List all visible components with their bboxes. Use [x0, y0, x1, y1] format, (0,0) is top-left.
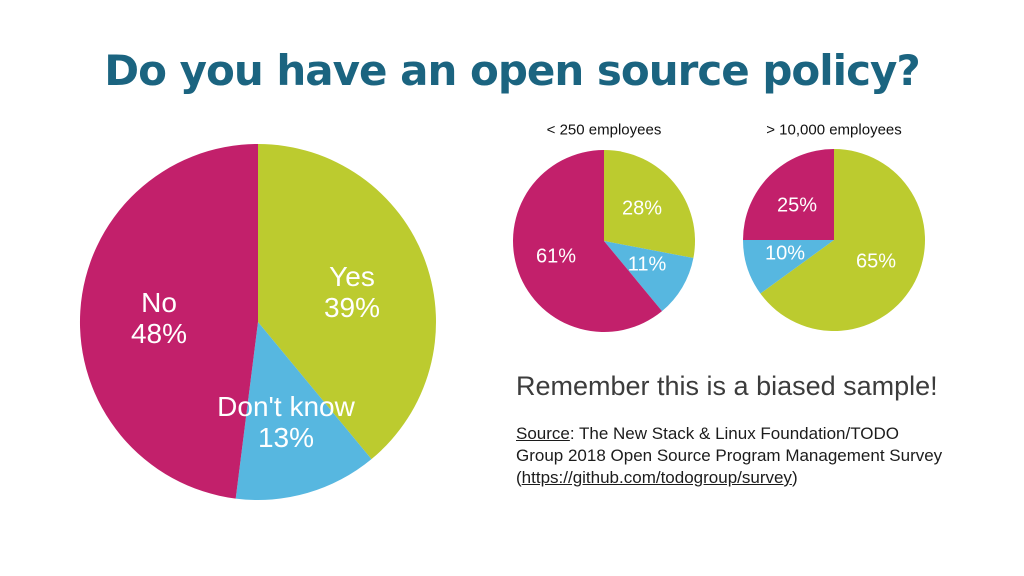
slice-name: Don't know [217, 391, 355, 422]
pie-gt-10000 [743, 149, 925, 331]
pie-gt-10000-slice-don-t-know [743, 240, 834, 294]
slice-name: No [141, 287, 177, 318]
pie-gt-10000-slice-yes [760, 149, 925, 331]
source-closing: ) [791, 468, 798, 487]
pie-overall-slice-yes [258, 144, 436, 460]
pie-lt-250 [513, 150, 696, 332]
slice-name: Yes [329, 261, 375, 292]
overall-pie-label-no: No 48% [131, 287, 187, 349]
pie-overall-slice-don-t-know [235, 322, 372, 501]
pie-lt-250-slice-don-t-know [604, 241, 694, 312]
pie-overall-slice-no [79, 143, 258, 499]
pie-lt-250-slice-no [513, 150, 663, 332]
gt-10000-pct-no: 25% [776, 194, 818, 217]
pie-overall [79, 143, 436, 501]
lt-250-pct-no: 61% [535, 245, 577, 268]
slide-title: Do you have an open source policy? [104, 46, 920, 95]
small-pie-lt-250-title: < 250 employees [546, 121, 662, 139]
gt-10000-pct-dont-know: 10% [764, 242, 806, 265]
overall-pie-label-dont-know: Don't know 13% [217, 391, 355, 453]
gt-10000-pct-yes: 65% [855, 250, 897, 273]
source-body: : The New Stack & Linux Foundation/TODO … [516, 424, 943, 487]
note-text: Remember this is a biased sample! [516, 371, 938, 401]
overall-pie-label-yes: Yes 39% [324, 261, 380, 323]
slice-pct: 13% [257, 422, 315, 453]
slice-pct: 48% [130, 318, 188, 349]
source-label: Source [516, 424, 570, 443]
source-url-link[interactable]: https://github.com/todogroup/survey [521, 468, 792, 487]
small-pie-gt-10000-title: > 10,000 employees [766, 121, 902, 139]
slice-pct: 39% [323, 292, 381, 323]
pie-lt-250-slice-yes [604, 150, 696, 259]
pie-gt-10000-slice-no [743, 149, 834, 240]
lt-250-pct-dont-know: 11% [627, 253, 667, 276]
lt-250-pct-yes: 28% [621, 197, 663, 220]
source-text: Source: The New Stack & Linux Foundation… [516, 423, 944, 489]
